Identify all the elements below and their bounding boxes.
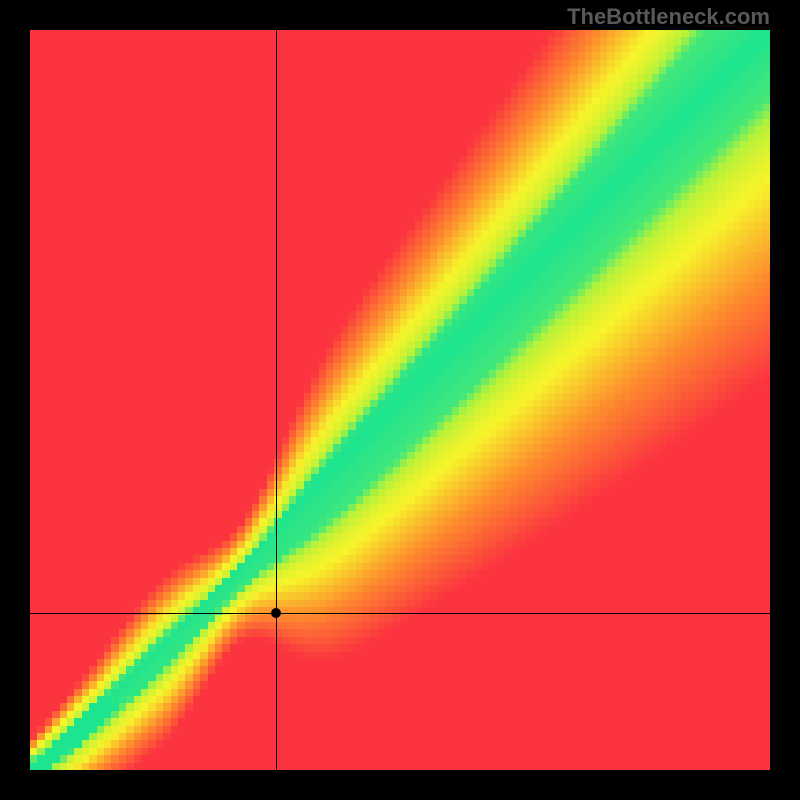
chart-container: { "watermark": "TheBottleneck.com", "lay… [0, 0, 800, 800]
bottleneck-heatmap [30, 30, 770, 770]
watermark-text: TheBottleneck.com [567, 4, 770, 30]
